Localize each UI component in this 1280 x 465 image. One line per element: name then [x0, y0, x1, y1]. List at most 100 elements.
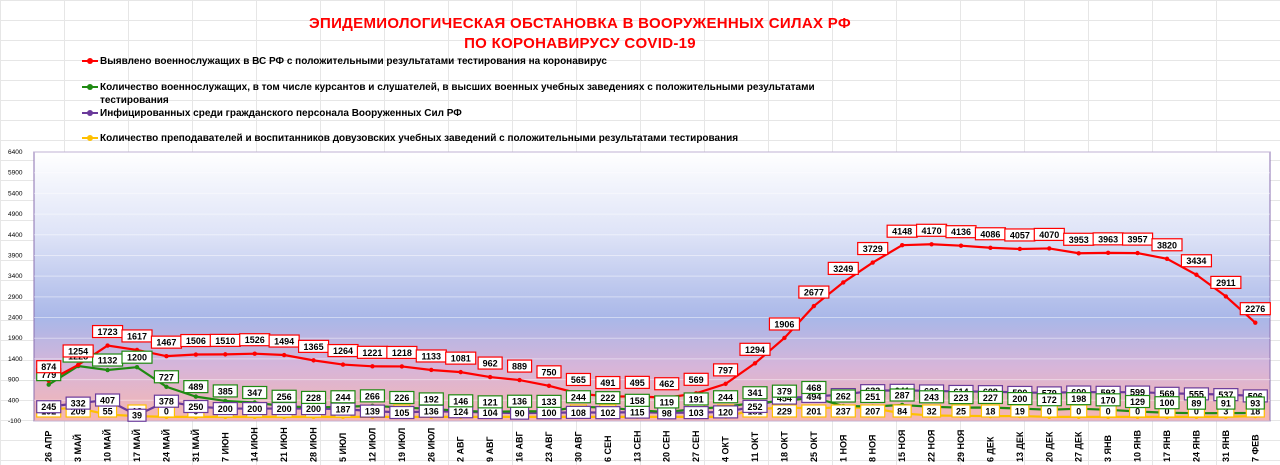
series-point-0 [1047, 246, 1052, 251]
data-label-text: 2677 [804, 288, 824, 298]
data-label-0: 3249 [827, 261, 859, 276]
data-label-box [1154, 396, 1180, 410]
data-label-box [624, 393, 650, 407]
x-tick-label: 27 ДЕК [1074, 431, 1084, 462]
data-label-1: 244 [712, 390, 739, 404]
data-label-2: 200 [242, 401, 268, 416]
series-point-0 [311, 358, 316, 363]
data-label-box [359, 404, 386, 418]
x-tick-label: 23 АВГ [544, 431, 554, 462]
data-label-text: 1133 [422, 351, 442, 361]
x-tick-label: 24 МАЙ [160, 429, 171, 462]
data-label-box [565, 390, 592, 404]
data-label-0: 2911 [1210, 275, 1242, 289]
x-tick-label: 27 СЕН [691, 430, 701, 462]
data-label-text: 207 [865, 407, 880, 417]
data-label-text: 136 [424, 407, 439, 417]
data-label-text: 1294 [745, 345, 765, 355]
data-label-box [830, 404, 856, 418]
data-label-text: 124 [453, 407, 468, 417]
data-label-text: 170 [1101, 395, 1116, 405]
data-label-text: 3 [1223, 407, 1228, 417]
y-tick-label: 5400 [8, 190, 23, 197]
x-tick-label: 30 АВГ [573, 431, 583, 462]
x-tick-label: 25 ОКТ [809, 431, 819, 462]
data-label-text: 227 [983, 393, 998, 403]
series-point-0 [899, 242, 905, 248]
series-point-0 [75, 362, 81, 368]
data-label-box [448, 394, 474, 408]
data-label-text: 874 [41, 362, 56, 372]
data-label-2: 98 [657, 406, 677, 420]
data-label-box [94, 393, 121, 407]
data-label-text: 565 [571, 375, 586, 385]
y-tick-label: 3400 [8, 273, 23, 280]
data-label-text: 121 [483, 397, 498, 407]
series-point-0 [1135, 250, 1140, 256]
data-label-2: 39 [127, 408, 147, 422]
data-label-1: 489 [183, 380, 209, 394]
data-label-box [683, 392, 709, 406]
series-point-0 [546, 383, 552, 389]
series-point-1 [46, 382, 51, 387]
data-label-text: 250 [188, 402, 203, 412]
data-label-1: 223 [948, 391, 974, 405]
data-label-3: 19 [1010, 404, 1030, 418]
data-label-2: 200 [212, 401, 238, 416]
x-tick-label: 4 ОКТ [721, 436, 731, 462]
data-label-2: 108 [565, 405, 592, 419]
data-label-0: 1264 [327, 343, 359, 358]
data-label-text: 797 [718, 365, 733, 375]
data-label-box [827, 261, 859, 276]
x-tick-label: 22 НОЯ [927, 430, 937, 462]
data-label-box [153, 370, 180, 384]
data-label-text: 120 [718, 407, 733, 417]
data-label-box [477, 395, 503, 409]
data-label-text: 4136 [951, 227, 971, 237]
data-label-box [1151, 238, 1183, 252]
legend-label-red: Выявлено военнослужащих в ВС РФ с положи… [100, 56, 607, 67]
x-tick-label: 24 ЯНВ [1191, 430, 1201, 462]
data-label-box [183, 399, 209, 414]
data-label-0: 1526 [239, 333, 271, 347]
data-label-1: 226 [389, 390, 415, 405]
data-label-text: 494 [806, 392, 821, 402]
data-label-box [980, 404, 1001, 418]
series-point-0 [811, 303, 817, 309]
data-label-1: 192 [418, 392, 444, 406]
series-point-0 [193, 352, 199, 357]
data-label-1: 100 [1154, 396, 1180, 410]
data-label-box [65, 396, 91, 410]
data-label-1: 385 [212, 384, 238, 398]
data-label-text: 569 [689, 375, 704, 385]
data-label-text: 146 [453, 396, 468, 406]
data-label-text: 3434 [1186, 256, 1206, 266]
legend-swatch-purple [82, 107, 98, 117]
series-point-0 [1076, 251, 1081, 256]
data-label-box [300, 390, 327, 405]
x-tick-label: 19 ИЮЛ [397, 428, 407, 462]
series-point-0 [252, 351, 257, 356]
series-point-0 [517, 377, 522, 383]
data-label-box [565, 372, 592, 387]
data-label-2: 139 [359, 404, 386, 418]
data-label-text: 1200 [127, 353, 147, 363]
data-label-1: 727 [153, 370, 180, 384]
data-label-box [921, 404, 942, 418]
series-point-1 [164, 384, 169, 389]
data-label-text: 1467 [156, 338, 176, 348]
data-label-1: 172 [1036, 393, 1062, 407]
x-tick-label: 5 ИЮЛ [338, 433, 348, 462]
y-tick-label: 4900 [8, 211, 23, 218]
data-label-box [242, 385, 268, 400]
series-point-0 [1223, 294, 1229, 299]
data-label-box [1186, 396, 1207, 410]
data-label-text: 201 [806, 407, 821, 417]
y-tick-label: 1900 [8, 335, 23, 342]
data-label-text: 1132 [98, 356, 118, 366]
data-label-0: 462 [654, 377, 680, 391]
data-label-2: 200 [271, 401, 297, 416]
data-label-text: 228 [306, 393, 321, 403]
data-label-text: 1510 [215, 336, 235, 346]
